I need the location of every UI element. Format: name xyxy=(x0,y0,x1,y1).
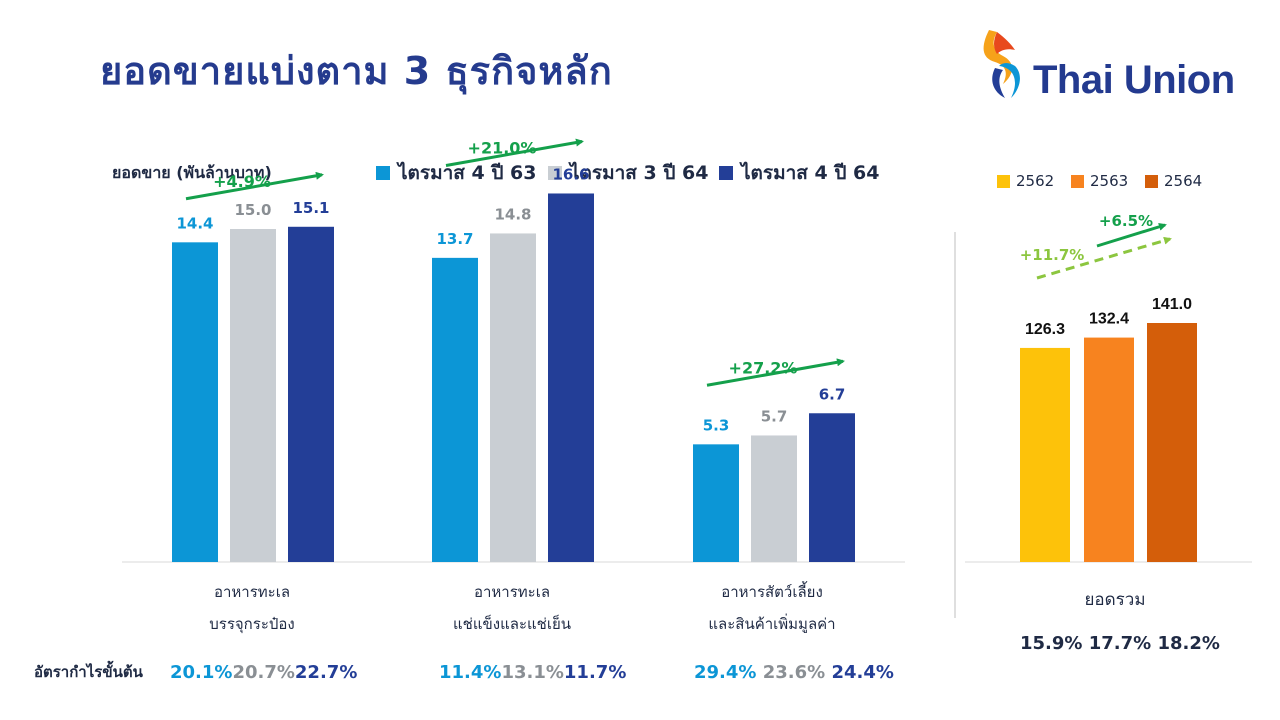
category-label-1-line-1: อาหารทะเล xyxy=(213,583,291,601)
bar xyxy=(288,226,334,562)
category-label-2-line-2: แช่แข็งและแช่เย็น xyxy=(452,615,572,633)
data-label: 14.4 xyxy=(176,214,213,232)
data-label: 15.0 xyxy=(234,201,271,219)
gross-margin-value: 24.4% xyxy=(831,662,894,683)
legend-label-1: ไตรมาส 4 ปี 63 xyxy=(398,162,537,184)
gross-margin-value: 13.1% xyxy=(501,662,564,683)
total-gross-margin-value: 15.9% xyxy=(1020,633,1083,654)
total-bar xyxy=(1020,347,1070,562)
total-legend-label-3: 2564 xyxy=(1164,172,1203,190)
category-label-2: อาหารทะเล แช่แข็งและแช่เย็น xyxy=(397,576,627,640)
bar xyxy=(809,413,855,562)
bar xyxy=(432,257,478,562)
growth-arrow xyxy=(445,138,584,167)
total-legend-label-2: 2563 xyxy=(1090,172,1129,190)
growth-arrow xyxy=(706,358,845,387)
total-legend-swatch-2 xyxy=(1071,174,1084,188)
growth-label: +21.0% xyxy=(468,138,537,157)
total-data-label: 141.0 xyxy=(1152,296,1192,313)
total-growth-arrow xyxy=(1096,222,1167,248)
total-data-label: 132.4 xyxy=(1089,311,1129,328)
total-growth-label: +6.5% xyxy=(1099,212,1153,230)
page-title: ยอดขายแบ่งตาม 3 ธุรกิจหลัก xyxy=(100,49,613,93)
bar xyxy=(751,435,797,562)
category-label-3: อาหารสัตว์เลี้ยง และสินค้าเพิ่มมูลค่า xyxy=(657,576,887,640)
total-legend-swatch-1 xyxy=(997,174,1010,188)
total-legend-item-3: 2564 xyxy=(1145,172,1202,190)
data-label: 14.8 xyxy=(494,205,531,223)
legend-swatch-1 xyxy=(376,166,390,180)
data-label: 6.7 xyxy=(819,385,846,403)
gross-margin-label: อัตรากำไรขั้นต้น xyxy=(34,663,143,681)
y-axis-label: ยอดขาย (พันล้านบาท) xyxy=(112,163,272,182)
gross-margin-value: 23.6% xyxy=(762,662,826,683)
growth-label: +4.9% xyxy=(213,172,271,191)
data-label: 16.6 xyxy=(552,165,589,183)
gross-margin-value: 29.4% xyxy=(694,662,757,683)
category-label-1-line-2: บรรจุกระป๋อง xyxy=(209,615,295,633)
category-label-3-line-2: และสินค้าเพิ่มมูลค่า xyxy=(708,615,836,633)
legend-swatch-3 xyxy=(719,166,733,180)
gross-margin-value: 11.7% xyxy=(563,662,627,683)
legend-item-3: ไตรมาส 4 ปี 64 xyxy=(719,158,879,188)
total-growth-arrow-dashed xyxy=(1036,236,1172,280)
data-label: 15.1 xyxy=(292,199,329,217)
legend-item-1: ไตรมาส 4 ปี 63 xyxy=(376,158,536,188)
total-bar xyxy=(1084,337,1134,562)
data-label: 5.7 xyxy=(761,407,788,425)
data-label: 5.3 xyxy=(703,416,730,434)
total-bar xyxy=(1147,323,1197,562)
legend-swatch-2 xyxy=(548,166,562,180)
bar xyxy=(172,242,218,562)
category-label-2-line-1: อาหารทะเล xyxy=(473,583,551,601)
total-gross-margin: 15.9% 17.7% 18.2% xyxy=(1020,633,1220,654)
logo-text: Thai Union xyxy=(1033,58,1235,102)
gross-margin-group-1: 20.1%20.7%22.7% xyxy=(170,662,357,683)
legend-label-2: ไตรมาส 3 ปี 64 xyxy=(570,162,709,184)
gross-margin-value: 20.7% xyxy=(232,662,295,683)
total-category-label: ยอดรวม xyxy=(1084,590,1146,610)
gross-margin-value: 20.1% xyxy=(170,662,233,683)
total-legend-item-2: 2563 xyxy=(1071,172,1128,190)
total-data-label: 126.3 xyxy=(1025,321,1065,338)
total-legend-swatch-3 xyxy=(1145,174,1158,188)
logo-mark-icon xyxy=(983,30,1020,98)
growth-arrow xyxy=(185,171,324,201)
category-label-3-line-1: อาหารสัตว์เลี้ยง xyxy=(721,583,823,601)
gross-margin-value: 22.7% xyxy=(294,662,358,683)
thai-union-logo: Thai Union xyxy=(975,28,1245,108)
growth-label: +27.2% xyxy=(729,358,798,377)
data-label: 13.7 xyxy=(436,230,473,248)
legend-item-2: ไตรมาส 3 ปี 64 xyxy=(548,158,708,188)
bar xyxy=(693,444,739,562)
total-legend-item-1: 2562 xyxy=(997,172,1054,190)
bar xyxy=(230,229,276,562)
bar xyxy=(548,193,594,563)
total-gross-margin-value: 17.7% xyxy=(1088,633,1152,654)
gross-margin-group-3: 29.4% 23.6% 24.4% xyxy=(694,662,894,683)
total-gross-margin-value: 18.2% xyxy=(1157,633,1220,654)
legend-label-3: ไตรมาส 4 ปี 64 xyxy=(741,162,880,184)
category-label-1: อาหารทะเล บรรจุกระป๋อง xyxy=(137,576,367,640)
total-legend-label-1: 2562 xyxy=(1016,172,1055,190)
total-growth-label: +11.7% xyxy=(1020,246,1085,264)
bar xyxy=(490,233,536,562)
gross-margin-group-2: 11.4%13.1%11.7% xyxy=(439,662,626,683)
gross-margin-value: 11.4% xyxy=(439,662,502,683)
